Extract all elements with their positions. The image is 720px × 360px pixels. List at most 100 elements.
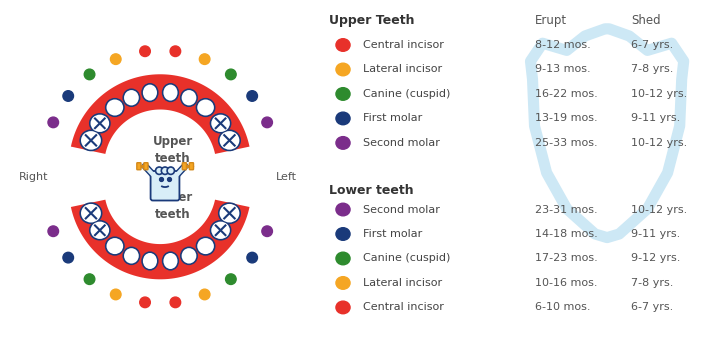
Text: Erupt: Erupt <box>534 14 567 27</box>
Circle shape <box>63 252 73 263</box>
Text: Canine (cuspid): Canine (cuspid) <box>363 89 451 99</box>
Polygon shape <box>71 74 250 154</box>
Text: Lateral incisor: Lateral incisor <box>363 278 442 288</box>
Ellipse shape <box>211 115 230 132</box>
Ellipse shape <box>210 220 231 240</box>
Text: Canine (cuspid): Canine (cuspid) <box>363 253 451 264</box>
Text: Left: Left <box>276 172 297 182</box>
Circle shape <box>48 226 58 237</box>
Circle shape <box>247 91 258 101</box>
Ellipse shape <box>196 98 215 117</box>
Ellipse shape <box>105 237 125 256</box>
Text: Upper Teeth: Upper Teeth <box>329 14 415 27</box>
Text: Lower
teeth: Lower teeth <box>153 191 193 221</box>
Ellipse shape <box>163 85 178 100</box>
Ellipse shape <box>105 98 125 117</box>
Text: 23-31 mos.: 23-31 mos. <box>534 204 597 215</box>
Text: 9-11 yrs.: 9-11 yrs. <box>631 113 680 123</box>
Text: 7-8 yrs.: 7-8 yrs. <box>631 64 674 75</box>
Circle shape <box>336 63 350 76</box>
Ellipse shape <box>107 238 123 254</box>
Text: 7-8 yrs.: 7-8 yrs. <box>631 278 674 288</box>
Ellipse shape <box>220 204 239 222</box>
Circle shape <box>225 69 236 80</box>
Circle shape <box>336 112 350 125</box>
Ellipse shape <box>143 85 157 100</box>
Ellipse shape <box>197 238 214 254</box>
Ellipse shape <box>163 253 178 269</box>
Circle shape <box>262 117 272 128</box>
Circle shape <box>262 226 272 237</box>
Ellipse shape <box>218 130 241 151</box>
FancyBboxPatch shape <box>182 163 186 170</box>
Circle shape <box>199 54 210 64</box>
Ellipse shape <box>124 248 139 264</box>
Circle shape <box>167 167 174 174</box>
Circle shape <box>84 274 95 284</box>
Ellipse shape <box>89 113 111 134</box>
Text: Second molar: Second molar <box>363 138 440 148</box>
Circle shape <box>247 252 258 263</box>
Text: Lateral incisor: Lateral incisor <box>363 64 442 75</box>
Text: Central incisor: Central incisor <box>363 40 444 50</box>
Ellipse shape <box>81 204 101 222</box>
Circle shape <box>140 297 150 308</box>
Circle shape <box>199 289 210 300</box>
Circle shape <box>170 297 181 308</box>
Circle shape <box>170 46 181 57</box>
Text: 8-12 mos.: 8-12 mos. <box>534 40 590 50</box>
Text: 10-16 mos.: 10-16 mos. <box>534 278 597 288</box>
Text: Second molar: Second molar <box>363 204 440 215</box>
Ellipse shape <box>141 251 158 271</box>
Text: 6-7 yrs.: 6-7 yrs. <box>631 302 673 312</box>
Text: 10-12 yrs.: 10-12 yrs. <box>631 204 688 215</box>
Text: 17-23 mos.: 17-23 mos. <box>534 253 598 264</box>
Circle shape <box>63 91 73 101</box>
FancyBboxPatch shape <box>137 163 141 170</box>
Text: First molar: First molar <box>363 113 423 123</box>
Text: First molar: First molar <box>363 229 423 239</box>
Ellipse shape <box>211 222 230 239</box>
Circle shape <box>110 54 121 64</box>
Text: 13-19 mos.: 13-19 mos. <box>534 113 597 123</box>
Text: Right: Right <box>19 172 48 182</box>
Ellipse shape <box>79 130 102 151</box>
Ellipse shape <box>181 90 197 105</box>
Text: Lower teeth: Lower teeth <box>329 184 413 197</box>
Text: 6-7 yrs.: 6-7 yrs. <box>631 40 673 50</box>
Ellipse shape <box>210 113 231 134</box>
Ellipse shape <box>81 131 101 150</box>
FancyBboxPatch shape <box>189 163 194 170</box>
Text: Central incisor: Central incisor <box>363 302 444 312</box>
Ellipse shape <box>141 83 158 102</box>
Circle shape <box>336 228 350 240</box>
Text: Shed: Shed <box>631 14 661 27</box>
Circle shape <box>336 252 350 265</box>
Circle shape <box>156 167 163 174</box>
Ellipse shape <box>162 83 179 102</box>
Circle shape <box>336 39 350 51</box>
Circle shape <box>161 167 168 174</box>
Ellipse shape <box>89 220 111 240</box>
Circle shape <box>84 69 95 80</box>
Ellipse shape <box>197 99 214 116</box>
Text: 9-11 yrs.: 9-11 yrs. <box>631 229 680 239</box>
Ellipse shape <box>220 131 239 150</box>
Ellipse shape <box>91 222 109 239</box>
Text: Upper
teeth: Upper teeth <box>153 135 193 165</box>
FancyBboxPatch shape <box>144 163 148 170</box>
Circle shape <box>225 274 236 284</box>
Ellipse shape <box>122 247 140 265</box>
Text: 25-33 mos.: 25-33 mos. <box>534 138 597 148</box>
Polygon shape <box>71 200 250 279</box>
Text: 14-18 mos.: 14-18 mos. <box>534 229 598 239</box>
Text: 16-22 mos.: 16-22 mos. <box>534 89 598 99</box>
Text: 9-12 yrs.: 9-12 yrs. <box>631 253 680 264</box>
Circle shape <box>336 136 350 149</box>
Circle shape <box>110 289 121 300</box>
Ellipse shape <box>122 89 140 107</box>
Ellipse shape <box>180 247 198 265</box>
Circle shape <box>336 88 350 100</box>
Text: 10-12 yrs.: 10-12 yrs. <box>631 89 688 99</box>
Ellipse shape <box>218 202 241 224</box>
